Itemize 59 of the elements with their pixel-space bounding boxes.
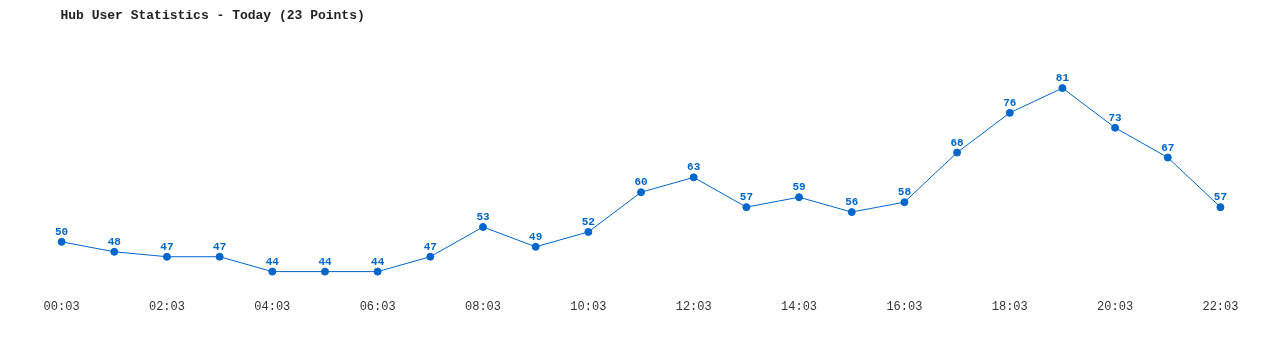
point [1058, 84, 1067, 93]
data-label: 63 [687, 161, 701, 174]
point [689, 173, 698, 182]
data-label: 73 [1108, 111, 1123, 124]
x-tick-label: 00:03 [43, 299, 80, 314]
data-label: 52 [581, 215, 595, 228]
chart-title: Hub User Statistics - Today (23 Points) [60, 7, 365, 23]
data-label: 59 [792, 181, 806, 194]
data-label: 47 [160, 240, 174, 253]
point [900, 198, 909, 207]
point [479, 222, 487, 231]
data-label: 67 [1161, 141, 1175, 154]
point [1005, 108, 1014, 117]
point [742, 203, 751, 212]
point [584, 227, 593, 236]
point [953, 148, 962, 157]
point [57, 237, 66, 246]
point [426, 252, 435, 261]
point [268, 267, 277, 276]
x-tick-label: 20:03 [1097, 299, 1134, 314]
point [215, 252, 224, 261]
point [847, 208, 856, 217]
data-label: 44 [318, 255, 332, 268]
x-tick-label: 16:03 [886, 299, 923, 314]
point [373, 267, 382, 276]
data-label: 57 [1213, 191, 1228, 204]
data-label: 57 [739, 191, 753, 204]
x-tick-label: 08:03 [465, 299, 502, 314]
data-label: 50 [55, 225, 69, 238]
point [1216, 203, 1225, 212]
point [162, 252, 171, 261]
point [1163, 153, 1172, 162]
x-tick-label: 04:03 [254, 299, 291, 314]
x-tick-label: 06:03 [359, 299, 396, 314]
data-label: 56 [845, 196, 859, 209]
data-label: 44 [265, 255, 280, 268]
data-label: 60 [634, 176, 648, 189]
x-tick-label: 18:03 [991, 299, 1028, 314]
point [1111, 123, 1120, 132]
point [320, 267, 329, 276]
point [110, 247, 119, 256]
x-tick-label: 10:03 [570, 299, 607, 314]
data-label: 47 [423, 240, 437, 253]
data-label: 81 [1055, 72, 1070, 85]
data-label: 47 [213, 240, 227, 253]
data-label: 76 [1003, 96, 1017, 109]
point [637, 188, 646, 197]
point [795, 193, 804, 202]
x-tick-label: 02:03 [148, 299, 185, 314]
data-label: 44 [371, 255, 385, 268]
data-label: 58 [897, 186, 912, 199]
x-tick-label: 12:03 [675, 299, 712, 314]
data-label: 68 [950, 136, 965, 149]
point [531, 242, 540, 251]
x-tick-label: 14:03 [781, 299, 818, 314]
data-label: 48 [107, 235, 122, 248]
data-label: 49 [529, 230, 543, 243]
x-tick-label: 22:03 [1202, 299, 1239, 314]
data-label: 53 [476, 210, 490, 223]
